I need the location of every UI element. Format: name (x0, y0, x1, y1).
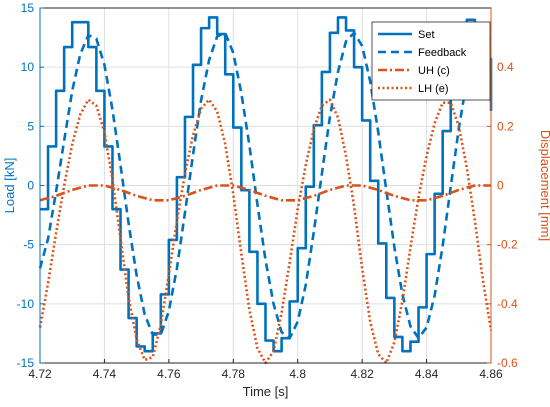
x-tick-label: 4.76 (157, 367, 181, 381)
left-tick-label: 5 (27, 119, 34, 133)
left-tick-label: 15 (21, 1, 35, 15)
left-tick-label: -5 (23, 238, 34, 252)
x-axis-title: Time [s] (243, 384, 289, 399)
left-tick-label: 10 (21, 60, 35, 74)
legend-label: UH (c) (418, 65, 450, 77)
x-tick-label: 4.74 (93, 367, 117, 381)
legend: Set Feedback UH (c) LH (e) (371, 21, 491, 101)
x-tick-label: 4.78 (222, 367, 246, 381)
right-tick-label: -0.2 (497, 238, 518, 252)
right-tick-label: 0.2 (497, 119, 514, 133)
x-tick-label: 4.82 (350, 367, 374, 381)
series-line-feedback (38, 31, 492, 340)
left-y-axis-title: Load [kN] (2, 158, 17, 214)
right-tick-label: 0.4 (497, 60, 514, 74)
x-tick-label: 4.8 (289, 367, 306, 381)
axis-ticks: 4.72 4.74 4.76 4.78 4.8 4.82 4.84 4.86 -15 -10 -5 0… (17, 1, 518, 381)
x-tick-label: 4.72 (28, 367, 52, 381)
legend-label: Set (418, 29, 435, 41)
left-tick-label: 0 (27, 179, 34, 193)
x-tick-label: 4.84 (415, 367, 439, 381)
x-tick-label: 4.86 (479, 367, 503, 381)
legend-label: LH (e) (418, 83, 449, 95)
legend-label: Feedback (418, 47, 467, 59)
left-tick-label: -15 (17, 356, 35, 370)
right-y-axis-title: Displacement [mm] (538, 130, 550, 241)
right-tick-label: -0.4 (497, 297, 518, 311)
series-line-uh-c (39, 184, 491, 202)
left-tick-label: -10 (17, 297, 35, 311)
right-tick-label: 0 (497, 179, 504, 193)
right-tick-label: -0.6 (497, 356, 518, 370)
